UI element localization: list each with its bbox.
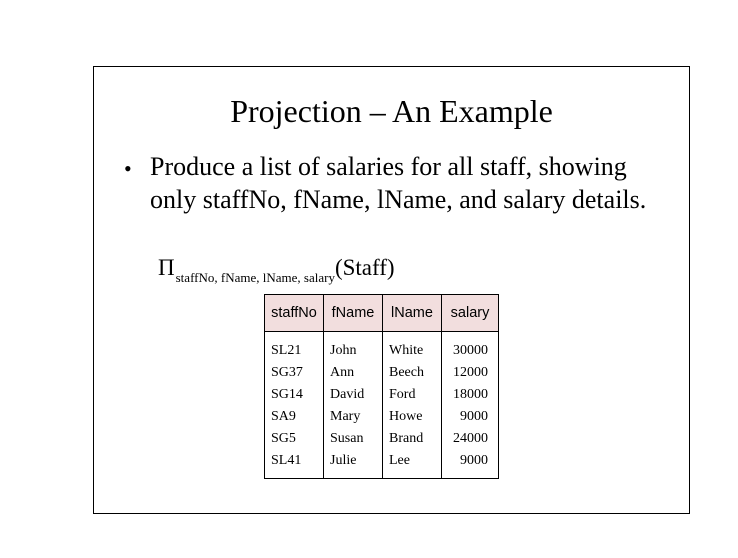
cell-salary: 18000 bbox=[441, 384, 499, 406]
cell-staffNo: SG37 bbox=[264, 362, 324, 384]
table-row: SG37 Ann Beech 12000 bbox=[264, 362, 499, 384]
cell-staffNo: SL41 bbox=[264, 450, 324, 479]
cell-salary: 12000 bbox=[441, 362, 499, 384]
projection-relation: (Staff) bbox=[334, 255, 395, 280]
column-header-salary: salary bbox=[441, 294, 499, 332]
cell-staffNo: SA9 bbox=[264, 406, 324, 428]
table-row: SL21 John White 30000 bbox=[264, 331, 499, 362]
projection-operator: Π bbox=[158, 255, 175, 280]
column-header-staffNo: staffNo bbox=[264, 294, 324, 332]
cell-lName: Beech bbox=[382, 362, 442, 384]
cell-lName: Lee bbox=[382, 450, 442, 479]
cell-salary: 9000 bbox=[441, 450, 499, 479]
cell-fName: John bbox=[323, 331, 383, 362]
cell-staffNo: SG5 bbox=[264, 428, 324, 450]
cell-fName: Ann bbox=[323, 362, 383, 384]
table-row: SG5 Susan Brand 24000 bbox=[264, 428, 499, 450]
cell-lName: Howe bbox=[382, 406, 442, 428]
result-table: staffNo fName lName salary SL21 John Whi… bbox=[264, 294, 499, 479]
cell-staffNo: SL21 bbox=[264, 331, 324, 362]
cell-lName: Ford bbox=[382, 384, 442, 406]
cell-salary: 24000 bbox=[441, 428, 499, 450]
cell-salary: 9000 bbox=[441, 406, 499, 428]
cell-fName: Julie bbox=[323, 450, 383, 479]
cell-fName: Mary bbox=[323, 406, 383, 428]
column-header-lName: lName bbox=[382, 294, 442, 332]
cell-fName: David bbox=[323, 384, 383, 406]
table-row: SL41 Julie Lee 9000 bbox=[264, 450, 499, 479]
bullet-text: Produce a list of salaries for all staff… bbox=[150, 152, 647, 214]
slide-frame: Projection – An Example • Produce a list… bbox=[93, 66, 690, 514]
cell-lName: White bbox=[382, 331, 442, 362]
projection-attributes: staffNo, fName, lName, salary bbox=[175, 270, 335, 285]
cell-lName: Brand bbox=[382, 428, 442, 450]
table-row: SG14 David Ford 18000 bbox=[264, 384, 499, 406]
table-row: SA9 Mary Howe 9000 bbox=[264, 406, 499, 428]
cell-staffNo: SG14 bbox=[264, 384, 324, 406]
projection-formula: ΠstaffNo, fName, lName, salary(Staff) bbox=[158, 253, 395, 286]
bullet-marker: • bbox=[124, 156, 132, 181]
table-header-row: staffNo fName lName salary bbox=[264, 294, 499, 332]
column-header-fName: fName bbox=[323, 294, 383, 332]
slide-title: Projection – An Example bbox=[230, 93, 553, 129]
cell-salary: 30000 bbox=[441, 331, 499, 362]
cell-fName: Susan bbox=[323, 428, 383, 450]
